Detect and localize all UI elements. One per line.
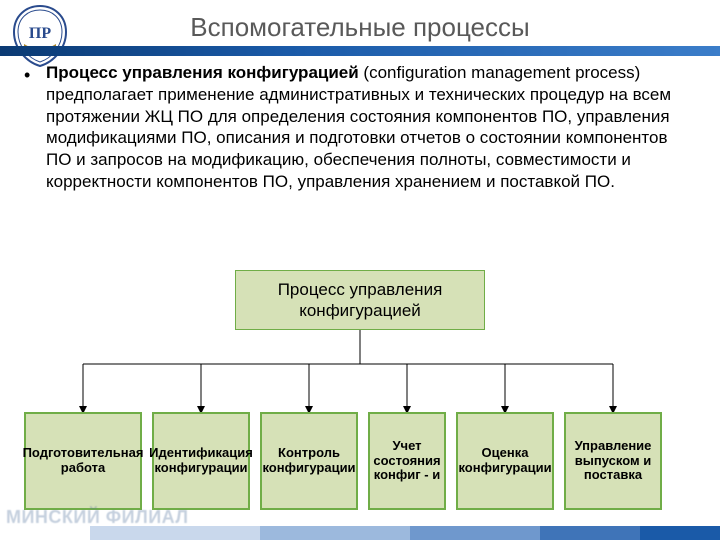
footer-segment bbox=[90, 526, 260, 540]
footer-segment bbox=[410, 526, 540, 540]
diagram-child-label: Идентификация конфигурации bbox=[149, 446, 253, 476]
footer-segment bbox=[260, 526, 410, 540]
footer-watermark: МИНСКИЙ ФИЛИАЛ bbox=[6, 507, 189, 528]
footer-segment bbox=[640, 526, 720, 540]
title-accent-bar bbox=[0, 46, 720, 56]
diagram-child-node: Идентификация конфигурации bbox=[152, 412, 250, 510]
bullet-rest: (configuration management process) предп… bbox=[46, 63, 671, 191]
bullet-marker: • bbox=[24, 64, 30, 87]
diagram-child-node: Оценка конфигурации bbox=[456, 412, 554, 510]
diagram-child-label: Управление выпуском и поставка bbox=[568, 439, 658, 484]
footer-segment bbox=[540, 526, 640, 540]
diagram-child-node: Подготовительная работа bbox=[24, 412, 142, 510]
body-bullet: • Процесс управления конфигурацией (conf… bbox=[24, 62, 696, 193]
diagram-child-label: Контроль конфигурации bbox=[262, 446, 355, 476]
page-title: Вспомогательные процессы bbox=[0, 12, 720, 43]
diagram-child-node: Учет состояния конфиг - и bbox=[368, 412, 446, 510]
diagram-root-node: Процесс управления конфигурацией bbox=[235, 270, 485, 330]
diagram-root-label: Процесс управления конфигурацией bbox=[242, 279, 478, 322]
bullet-lead: Процесс управления конфигурацией bbox=[46, 63, 359, 82]
footer-bar bbox=[0, 526, 720, 540]
diagram-child-label: Учет состояния конфиг - и bbox=[372, 439, 442, 484]
diagram-child-label: Оценка конфигурации bbox=[458, 446, 551, 476]
diagram-child-label: Подготовительная работа bbox=[23, 446, 144, 476]
diagram-child-node: Управление выпуском и поставка bbox=[564, 412, 662, 510]
diagram-child-node: Контроль конфигурации bbox=[260, 412, 358, 510]
footer-segment bbox=[0, 526, 90, 540]
